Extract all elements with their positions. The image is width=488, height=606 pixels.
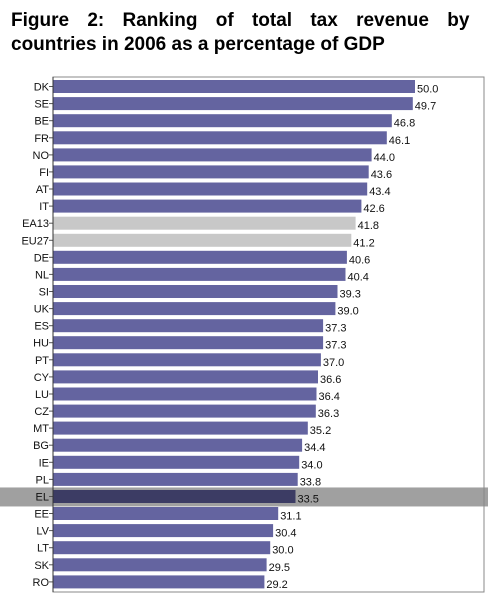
category-label: MT (33, 423, 49, 435)
value-label: 34.4 (304, 442, 325, 454)
bar-ea13 (53, 216, 356, 230)
bar-ie (53, 455, 300, 469)
value-label: 50.0 (417, 84, 438, 96)
value-label: 41.2 (353, 237, 374, 249)
value-label: 35.2 (310, 425, 331, 437)
bar-lt (53, 541, 271, 555)
bar-de (53, 250, 347, 264)
bar-sk (53, 558, 267, 572)
category-label: NO (33, 150, 50, 162)
bar-ro (53, 575, 265, 589)
category-label: CY (34, 372, 50, 384)
value-label: 29.5 (269, 562, 290, 574)
category-label: EU27 (21, 235, 49, 247)
value-label: 33.5 (298, 494, 319, 506)
category-label: ES (34, 321, 49, 333)
bar-el (53, 490, 296, 503)
category-label: EE (34, 509, 49, 521)
bar-be (53, 114, 392, 128)
bar-pt (53, 353, 321, 367)
category-label: SI (39, 287, 49, 299)
bar-pl (53, 472, 298, 486)
category-label: RO (33, 577, 50, 589)
value-label: 43.4 (369, 186, 390, 198)
value-label: 44.0 (374, 152, 395, 164)
category-label: CZ (34, 406, 49, 418)
bar-si (53, 285, 338, 298)
value-label: 29.2 (266, 579, 287, 591)
value-label: 30.0 (272, 545, 293, 557)
category-label: EL (36, 492, 49, 504)
category-label: PT (35, 355, 49, 367)
category-label: EA13 (22, 218, 49, 230)
bar-bg (53, 438, 303, 452)
value-label: 33.8 (300, 476, 321, 488)
value-label: 36.6 (320, 374, 341, 386)
value-label: 34.0 (301, 459, 322, 471)
value-label: 37.0 (323, 357, 344, 369)
value-label: 36.3 (318, 408, 339, 420)
chart-title: Figure 2: Ranking of total tax revenue b… (11, 9, 488, 57)
category-label: BE (34, 116, 49, 128)
bar-at (53, 182, 368, 196)
value-label: 39.0 (337, 306, 358, 318)
category-label: LU (35, 389, 49, 401)
category-label: AT (36, 184, 50, 196)
value-label: 39.3 (340, 289, 361, 301)
value-label: 46.1 (389, 135, 410, 147)
category-label: DK (34, 82, 50, 94)
bar-lv (53, 524, 274, 538)
value-label: 42.6 (363, 203, 384, 215)
category-label: BG (33, 440, 49, 452)
bar-nl (53, 267, 346, 281)
value-label: 31.1 (280, 511, 301, 523)
category-label: PL (36, 474, 49, 486)
value-label: 40.4 (348, 271, 369, 283)
bar-uk (53, 302, 336, 316)
category-label: FR (34, 133, 49, 145)
value-label: 37.3 (325, 340, 346, 352)
chart-title-line-2: countries in 2006 as a percentage of GDP (11, 34, 385, 55)
value-label: 43.6 (371, 169, 392, 181)
value-label: 36.4 (319, 391, 340, 403)
category-label: SE (34, 99, 49, 111)
bar-mt (53, 421, 308, 435)
category-label: IT (39, 201, 49, 213)
value-label: 46.8 (394, 118, 415, 130)
value-label: 30.4 (275, 528, 296, 540)
bar-lu (53, 387, 317, 401)
value-label: 40.6 (349, 254, 370, 266)
bar-se (53, 97, 413, 111)
bar-ee (53, 507, 279, 520)
category-label: FI (39, 167, 49, 179)
category-label: IE (39, 457, 49, 469)
bar-fr (53, 131, 387, 145)
bar-cy (53, 370, 318, 384)
value-label: 41.8 (358, 220, 379, 232)
chart-title-line-1: Figure 2: Ranking of total tax revenue b… (11, 10, 470, 31)
bar-cz (53, 404, 316, 418)
bar-hu (53, 336, 324, 350)
bar-dk (53, 80, 415, 93)
bar-eu27 (53, 233, 352, 247)
category-label: LT (37, 543, 49, 555)
value-label: 49.7 (415, 101, 436, 113)
category-label: DE (34, 252, 49, 264)
bar-it (53, 199, 362, 213)
bar-es (53, 319, 324, 333)
bar-no (53, 148, 372, 162)
value-label: 37.3 (325, 323, 346, 335)
bar-fi (53, 165, 369, 179)
category-label: SK (34, 560, 49, 572)
category-label: HU (33, 338, 49, 350)
category-label: UK (34, 304, 50, 316)
category-label: LV (36, 526, 49, 538)
category-label: NL (35, 269, 49, 281)
